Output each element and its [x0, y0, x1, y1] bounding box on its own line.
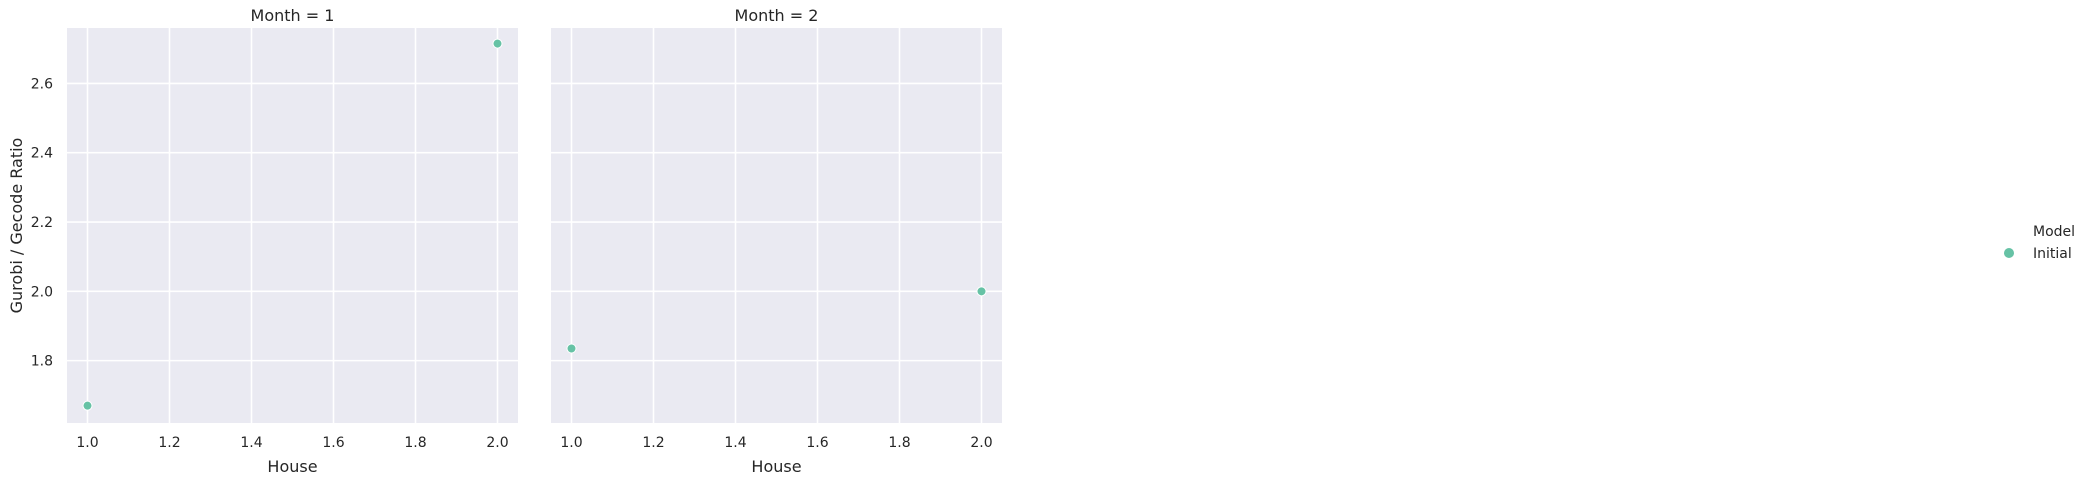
y-axis-label: Gurobi / Gecode Ratio	[7, 138, 26, 314]
data-point	[566, 343, 577, 354]
x-tick-label: 1.4	[724, 435, 746, 451]
legend-label: Initial	[2033, 246, 2072, 262]
y-tick-label: 2.2	[31, 215, 53, 231]
x-axis-label: House	[751, 457, 801, 476]
x-tick-label: 1.4	[240, 435, 262, 451]
x-tick-label: 1.8	[404, 435, 426, 451]
legend-title: Model	[2033, 224, 2075, 240]
x-axis-label: House	[267, 457, 317, 476]
y-tick-label: 2.6	[31, 76, 53, 92]
y-tick-label: 1.8	[31, 354, 53, 370]
data-point	[82, 400, 93, 411]
facet-panel-1: 1.0 1.2 1.4 1.6 1.8 2.0 1.8 2.0 2.2 2.4 2.6 Month =…	[31, 6, 518, 476]
x-tick-label: 1.0	[560, 435, 582, 451]
x-tick-label: 2.0	[970, 435, 992, 451]
facet-panel-2: 1.0 1.2 1.4 1.6 1.8 2.0 Month = 2 House	[551, 6, 1002, 476]
y-tick-label: 2.4	[31, 146, 53, 162]
legend-marker	[2003, 247, 2015, 259]
x-tick-label: 1.2	[158, 435, 180, 451]
x-tick-label: 1.6	[322, 435, 344, 451]
x-tick-label: 2.0	[486, 435, 508, 451]
facet-title: Month = 1	[251, 6, 335, 25]
legend-entries: Initial	[2003, 246, 2072, 262]
x-tick-label: 1.6	[806, 435, 828, 451]
plot-area	[67, 28, 518, 423]
data-point	[976, 286, 987, 297]
data-point	[492, 38, 503, 49]
facet-panels: 1.0 1.2 1.4 1.6 1.8 2.0 1.8 2.0 2.2 2.4 2.6 Month =…	[31, 6, 1002, 476]
y-tick-label: 2.0	[31, 284, 53, 300]
facet-title: Month = 2	[735, 6, 819, 25]
legend: Model Initial	[2003, 224, 2075, 262]
x-tick-label: 1.2	[642, 435, 664, 451]
x-tick-label: 1.0	[76, 435, 98, 451]
plot-area	[551, 28, 1002, 423]
x-tick-label: 1.8	[888, 435, 910, 451]
